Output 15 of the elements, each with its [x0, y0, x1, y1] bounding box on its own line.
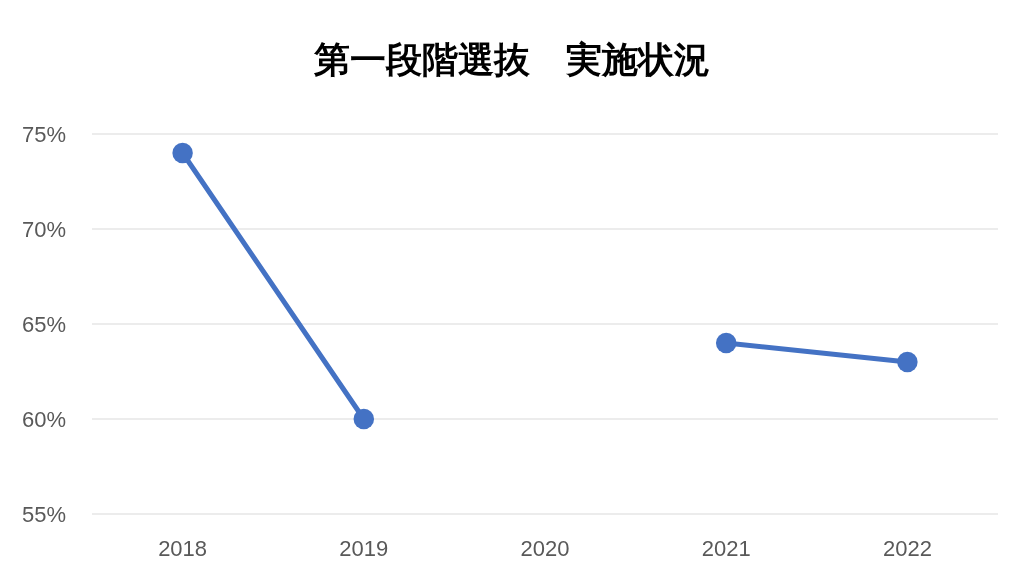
- y-tick-label: 70%: [21, 216, 66, 242]
- x-tick-label: 2019: [339, 535, 389, 561]
- x-tick-label: 2020: [520, 535, 570, 561]
- y-tick-label: 65%: [21, 311, 66, 337]
- y-tick-label: 55%: [21, 501, 66, 527]
- x-tick-label: 2018: [158, 535, 208, 561]
- point: [715, 332, 737, 354]
- point: [897, 351, 918, 373]
- x-tick-label: 2022: [882, 535, 932, 561]
- point: [353, 408, 375, 430]
- y-tick-label: 60%: [21, 406, 66, 432]
- y-tick-label: 75%: [21, 121, 66, 147]
- chart-title: 第一段階選抜 実施状況: [313, 39, 710, 80]
- point: [172, 142, 193, 164]
- x-tick-label: 2021: [701, 535, 751, 561]
